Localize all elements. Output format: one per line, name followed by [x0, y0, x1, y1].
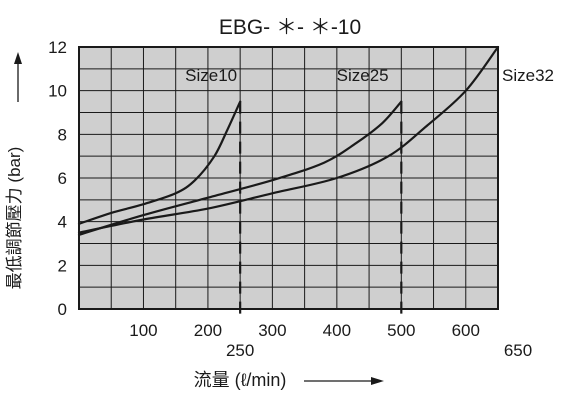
y-tick-label: 6: [58, 169, 67, 188]
x-tick-label: 400: [323, 321, 351, 340]
plot-area: [78, 46, 499, 310]
y-axis-arrow-head: [14, 52, 22, 64]
series-label-size32: Size32: [502, 66, 554, 85]
x-tick-label: 500: [387, 321, 415, 340]
series-label-size25: Size25: [337, 66, 389, 85]
x-axis-arrow-head: [371, 377, 384, 385]
series-line-size25: [77, 100, 403, 236]
x-axis-label: 流量 (ℓ/min): [194, 370, 287, 390]
x-tick-label: 100: [129, 321, 157, 340]
y-tick-label: 2: [58, 256, 67, 275]
y-tick-label: 0: [58, 300, 67, 319]
y-tick-label: 10: [48, 82, 67, 101]
curve-layer: [77, 45, 500, 319]
x-tick-label: 600: [452, 321, 480, 340]
plot-frame: [78, 46, 499, 310]
text-layer: EBG- ＊- ＊-10 最低調節壓力 (bar) 流量 (ℓ/min) 0 2 4…: [5, 16, 554, 390]
y-tick-label: 8: [58, 125, 67, 144]
chart-title: EBG- ＊- ＊-10: [219, 16, 361, 39]
series-label-size10: Size10: [185, 66, 237, 85]
series-line-size32: [77, 45, 500, 234]
axis-arrows: [14, 52, 384, 385]
x-extra-label-250: 250: [226, 341, 254, 360]
y-axis-label: 最低調節壓力 (bar): [5, 147, 24, 290]
x-tick-label: 300: [258, 321, 286, 340]
y-tick-label: 4: [58, 213, 67, 232]
series-line-size10: [77, 100, 242, 225]
y-tick-label: 12: [48, 38, 67, 57]
x-tick-label: 200: [194, 321, 222, 340]
x-extra-label-650: 650: [504, 341, 532, 360]
